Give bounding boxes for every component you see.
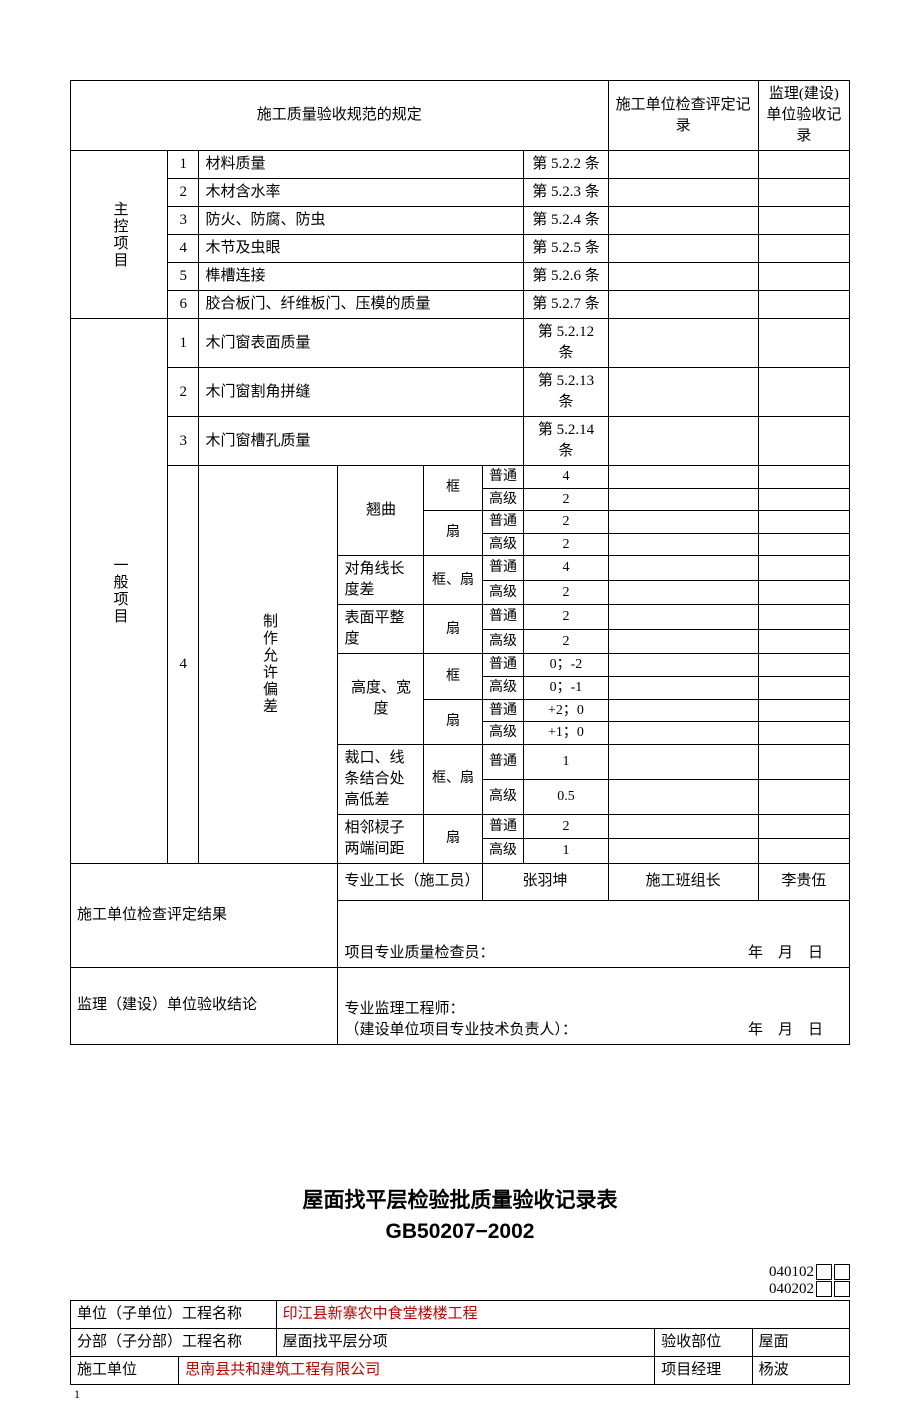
general-group-label: 一般项目 [71,319,168,864]
check-record-cell [608,151,758,179]
s2-r2-part-value: 屋面 [752,1328,849,1356]
s2-r3-value: 思南县共和建筑工程有限公司 [179,1356,655,1384]
teamleader-name: 李贵伍 [758,863,849,900]
foreman-label: 专业工长（施工员） [338,863,482,900]
unit-result-body: 项目专业质量检查员： 年 月 日 [338,900,850,967]
header-col2: 施工单位检查评定记录 [608,81,758,151]
s2-r3-pm-value: 杨波 [752,1356,849,1384]
topcode-row: 040102 040202 [70,1264,850,1298]
header-col1: 施工质量验收规范的规定 [71,81,609,151]
main-row-ref: 第 5.2.2 条 [524,151,608,179]
page-footnote-number: 1 [70,1387,850,1402]
s2-r2-part-label: 验收部位 [655,1328,752,1356]
checkbox-icon [816,1281,832,1297]
main-group-label: 主控项目 [71,151,168,319]
inspection-table: 施工质量验收规范的规定 施工单位检查评定记录 监理(建设)单位验收记录 主控项目… [70,80,850,1045]
main-row-no: 1 [168,151,199,179]
s2-r1-value: 印江县新寨农中食堂楼楼工程 [276,1300,849,1328]
tolerance-label: 制作允许偏差 [199,466,338,864]
s2-r3-label: 施工单位 [71,1356,179,1384]
checkbox-icon [816,1264,832,1280]
section2-table: 单位（子单位）工程名称 印江县新寨农中食堂楼楼工程 分部（子分部）工程名称 屋面… [70,1300,850,1385]
main-row-name: 材料质量 [199,151,524,179]
supervision-label: 监理（建设）单位验收结论 [71,967,338,1044]
checkbox-icon [834,1264,850,1280]
checkbox-icon [834,1281,850,1297]
accept-record-cell [758,151,849,179]
s2-r1-label: 单位（子单位）工程名称 [71,1300,277,1328]
teamleader-label: 施工班组长 [608,863,758,900]
supervision-body: 专业监理工程师： （建设单位项目专业技术负责人）： 年 月 日 [338,967,850,1044]
section2-title: 屋面找平层检验批质量验收记录表 GB50207−2002 [70,1185,850,1248]
s2-r2-label: 分部（子分部）工程名称 [71,1328,277,1356]
s2-r3-pm-label: 项目经理 [655,1356,752,1384]
unit-result-label: 施工单位检查评定结果 [71,863,338,967]
header-col3: 监理(建设)单位验收记录 [758,81,849,151]
s2-r2-value: 屋面找平层分项 [276,1328,655,1356]
foreman-name: 张羽坤 [482,863,608,900]
